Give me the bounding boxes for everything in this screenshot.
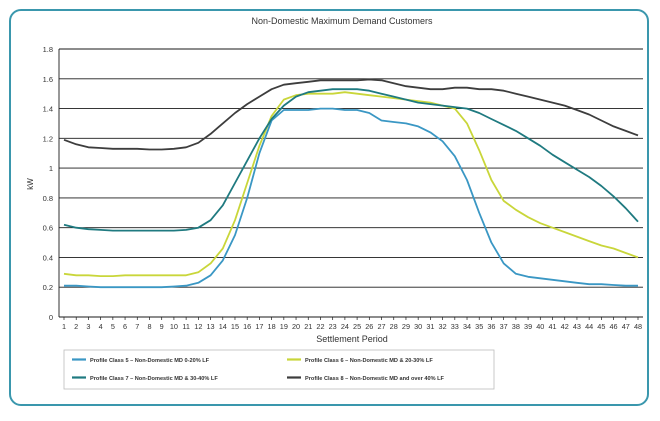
y-axis-ticks: 0 0.2 0.4 0.6 0.8 1 1.2 1.4 1.6 1.8 — [43, 45, 53, 322]
x-tick-label: 22 — [316, 322, 324, 331]
x-tick-label: 15 — [231, 322, 239, 331]
series-line-4 — [63, 78, 639, 151]
y-tick-label: 0.4 — [43, 253, 53, 262]
series-line-3 — [63, 88, 639, 232]
x-tick-label: 10 — [170, 322, 178, 331]
legend-box — [63, 349, 495, 390]
chart-title: Non-Domestic Maximum Demand Customers — [251, 16, 433, 26]
x-tick-label: 30 — [414, 322, 422, 331]
y-tick-label: 0.6 — [43, 224, 53, 233]
x-tick-label: 48 — [634, 322, 642, 331]
y-tick-label: 0 — [49, 313, 53, 322]
series-lines — [63, 78, 639, 289]
x-tick-label: 8 — [147, 322, 151, 331]
x-tick-label: 42 — [561, 322, 569, 331]
x-tick-label: 21 — [304, 322, 312, 331]
x-tick-label: 31 — [426, 322, 434, 331]
x-tick-label: 2 — [74, 322, 78, 331]
y-tick-label: 0.8 — [43, 194, 53, 203]
x-tick-label: 37 — [500, 322, 508, 331]
x-tick-label: 33 — [451, 322, 459, 331]
x-tick-label: 45 — [597, 322, 605, 331]
x-tick-label: 11 — [182, 322, 190, 331]
x-tick-label: 16 — [243, 322, 251, 331]
x-tick-label: 44 — [585, 322, 593, 331]
x-tick-label: 3 — [86, 322, 90, 331]
x-tick-label: 18 — [268, 322, 276, 331]
legend-entry: Profile Class 5 – Non-Domestic MD 0-20% … — [90, 358, 210, 364]
legend-entry: Profile Class 7 – Non-Domestic MD & 30-4… — [90, 376, 218, 382]
x-tick-label: 32 — [439, 322, 447, 331]
x-tick-label: 25 — [353, 322, 361, 331]
x-tick-label: 9 — [160, 322, 164, 331]
x-tick-label: 36 — [487, 322, 495, 331]
legend-entry: Profile Class 6 – Non-Domestic MD & 20-3… — [305, 358, 433, 364]
y-tick-label: 1 — [49, 164, 53, 173]
x-tick-label: 41 — [548, 322, 556, 331]
series-line-1 — [64, 107, 638, 289]
y-tick-label: 1.6 — [43, 75, 53, 84]
x-tick-label: 39 — [524, 322, 532, 331]
y-tick-label: 1.4 — [43, 105, 53, 114]
x-tick-label: 26 — [365, 322, 373, 331]
chart-frame — [9, 9, 649, 406]
x-axis-label: Settlement Period — [316, 334, 388, 344]
series-line-2 — [63, 91, 639, 278]
x-tick-label: 47 — [622, 322, 630, 331]
x-tick-label: 1 — [62, 322, 66, 331]
y-axis-label: kW — [26, 178, 35, 190]
x-tick-label: 38 — [512, 322, 520, 331]
x-tick-label: 24 — [341, 322, 349, 331]
x-tick-label: 6 — [123, 322, 127, 331]
x-tick-label: 12 — [194, 322, 202, 331]
x-tick-label: 7 — [135, 322, 139, 331]
y-tick-label: 0.2 — [43, 283, 53, 292]
x-tick-label: 35 — [475, 322, 483, 331]
x-tick-label: 19 — [280, 322, 288, 331]
legend-entry: Profile Class 8 – Non-Domestic MD and ov… — [305, 376, 445, 382]
x-tick-label: 29 — [402, 322, 410, 331]
x-tick-label: 43 — [573, 322, 581, 331]
x-tick-label: 4 — [99, 322, 103, 331]
x-tick-label: 13 — [206, 322, 214, 331]
y-tick-label: 1.8 — [43, 45, 53, 54]
x-tick-label: 5 — [111, 322, 115, 331]
x-tick-label: 20 — [292, 322, 300, 331]
x-axis-ticks: 1 2 3 4 5 6 7 8 9 10 11 12 13 14 15 16 17 18 19 20 21 22 23 24 2… — [62, 317, 642, 331]
x-tick-label: 14 — [219, 322, 227, 331]
x-tick-label: 27 — [377, 322, 385, 331]
y-tick-label: 1.2 — [43, 134, 53, 143]
x-tick-label: 17 — [255, 322, 263, 331]
x-tick-label: 28 — [390, 322, 398, 331]
legend: Profile Class 5 – Non-Domestic MD 0-20% … — [72, 358, 445, 382]
x-tick-label: 46 — [610, 322, 618, 331]
x-tick-label: 40 — [536, 322, 544, 331]
x-tick-label: 34 — [463, 322, 471, 331]
x-tick-label: 23 — [329, 322, 337, 331]
